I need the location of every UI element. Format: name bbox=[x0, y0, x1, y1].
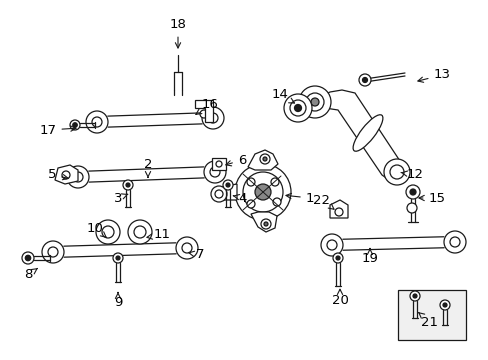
Circle shape bbox=[235, 164, 290, 220]
Circle shape bbox=[116, 256, 120, 260]
Text: 13: 13 bbox=[417, 68, 449, 82]
Circle shape bbox=[294, 104, 301, 112]
Circle shape bbox=[86, 111, 108, 133]
Circle shape bbox=[73, 123, 77, 127]
Circle shape bbox=[358, 74, 370, 86]
Polygon shape bbox=[317, 90, 404, 182]
Text: 8: 8 bbox=[24, 269, 37, 282]
Text: 14: 14 bbox=[271, 89, 294, 103]
Circle shape bbox=[67, 166, 89, 188]
Polygon shape bbox=[195, 100, 213, 122]
Circle shape bbox=[305, 93, 324, 111]
Text: 3: 3 bbox=[114, 192, 127, 204]
Circle shape bbox=[261, 219, 270, 229]
Circle shape bbox=[42, 241, 64, 263]
Circle shape bbox=[310, 98, 318, 106]
Circle shape bbox=[216, 161, 222, 167]
Circle shape bbox=[409, 291, 419, 301]
Circle shape bbox=[405, 185, 419, 199]
Circle shape bbox=[383, 159, 409, 185]
Bar bbox=[397, 290, 465, 340]
Circle shape bbox=[406, 203, 416, 213]
Text: 12: 12 bbox=[400, 168, 423, 181]
Text: 20: 20 bbox=[331, 289, 348, 306]
Circle shape bbox=[320, 234, 342, 256]
Circle shape bbox=[439, 300, 449, 310]
Circle shape bbox=[92, 117, 102, 127]
Text: 4: 4 bbox=[233, 192, 246, 204]
Circle shape bbox=[412, 294, 416, 298]
Circle shape bbox=[254, 184, 270, 200]
Circle shape bbox=[96, 220, 120, 244]
Circle shape bbox=[246, 200, 254, 208]
Circle shape bbox=[73, 172, 83, 182]
Circle shape bbox=[126, 183, 130, 187]
Text: 18: 18 bbox=[169, 18, 186, 48]
Circle shape bbox=[326, 240, 336, 250]
Circle shape bbox=[128, 220, 152, 244]
Circle shape bbox=[332, 253, 342, 263]
Circle shape bbox=[62, 171, 70, 179]
Text: 15: 15 bbox=[418, 192, 445, 204]
Circle shape bbox=[102, 226, 114, 238]
Circle shape bbox=[223, 180, 232, 190]
Text: 9: 9 bbox=[114, 293, 122, 309]
Text: 22: 22 bbox=[313, 194, 333, 209]
Text: 21: 21 bbox=[418, 312, 438, 328]
Text: 1: 1 bbox=[285, 192, 314, 204]
Circle shape bbox=[176, 237, 198, 259]
Text: 5: 5 bbox=[48, 168, 68, 181]
Text: 7: 7 bbox=[188, 248, 204, 261]
Circle shape bbox=[284, 94, 311, 122]
Text: 11: 11 bbox=[147, 229, 170, 242]
Circle shape bbox=[272, 198, 281, 206]
Polygon shape bbox=[215, 184, 237, 200]
Circle shape bbox=[225, 183, 229, 187]
Circle shape bbox=[270, 178, 279, 186]
Circle shape bbox=[389, 165, 403, 179]
Text: 6: 6 bbox=[225, 153, 245, 166]
Circle shape bbox=[409, 189, 415, 195]
Circle shape bbox=[207, 113, 218, 123]
Circle shape bbox=[263, 157, 266, 161]
Circle shape bbox=[334, 208, 342, 216]
Polygon shape bbox=[329, 200, 347, 218]
Polygon shape bbox=[250, 212, 276, 232]
Ellipse shape bbox=[352, 115, 382, 151]
Circle shape bbox=[215, 190, 223, 198]
Circle shape bbox=[123, 180, 133, 190]
Circle shape bbox=[22, 252, 34, 264]
Circle shape bbox=[202, 107, 224, 129]
Circle shape bbox=[48, 247, 58, 257]
Circle shape bbox=[25, 255, 31, 261]
Text: 16: 16 bbox=[196, 99, 218, 114]
Polygon shape bbox=[247, 150, 278, 170]
Circle shape bbox=[298, 86, 330, 118]
Circle shape bbox=[449, 237, 459, 247]
Circle shape bbox=[246, 178, 254, 186]
Text: 19: 19 bbox=[361, 249, 378, 265]
Circle shape bbox=[362, 77, 367, 82]
Circle shape bbox=[335, 256, 339, 260]
Circle shape bbox=[260, 154, 269, 164]
Circle shape bbox=[134, 226, 146, 238]
Circle shape bbox=[70, 120, 80, 130]
Circle shape bbox=[210, 186, 226, 202]
Circle shape bbox=[443, 231, 465, 253]
Bar bbox=[212, 158, 225, 170]
Polygon shape bbox=[55, 165, 78, 184]
Circle shape bbox=[113, 253, 123, 263]
Text: 2: 2 bbox=[143, 158, 152, 177]
Circle shape bbox=[182, 243, 192, 253]
Text: 17: 17 bbox=[40, 123, 76, 136]
Circle shape bbox=[203, 161, 225, 183]
Circle shape bbox=[200, 110, 207, 118]
Circle shape bbox=[209, 167, 220, 177]
Circle shape bbox=[264, 222, 267, 226]
Circle shape bbox=[243, 172, 283, 212]
Text: 10: 10 bbox=[86, 221, 106, 238]
Circle shape bbox=[289, 100, 305, 116]
Circle shape bbox=[442, 303, 446, 307]
